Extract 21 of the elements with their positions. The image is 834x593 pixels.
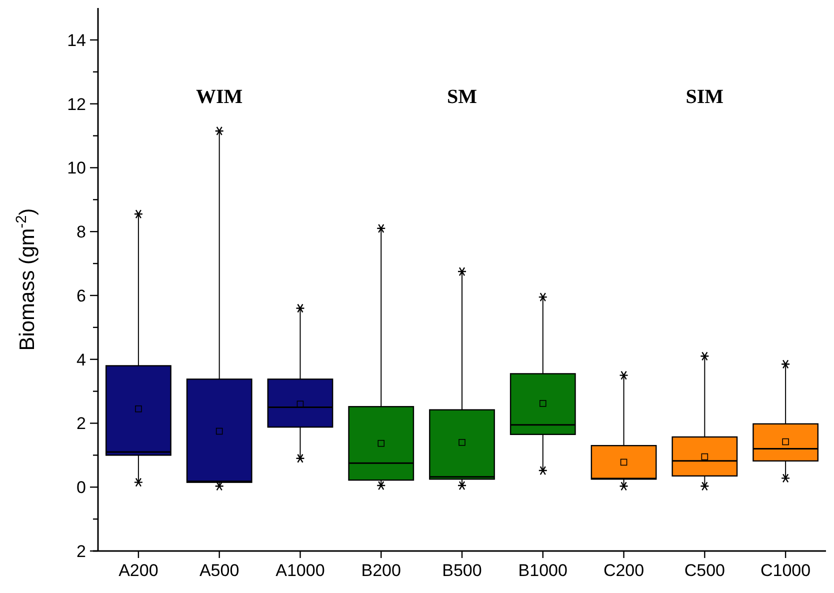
y-tick-label: 0: [76, 478, 86, 498]
x-tick-label: B200: [361, 561, 401, 580]
y-tick-label: 14: [67, 30, 86, 50]
x-tick-label: C200: [603, 561, 644, 580]
x-tick-label: A200: [118, 561, 158, 580]
y-tick-label: 4: [76, 350, 86, 370]
x-tick-label: A1000: [276, 561, 325, 580]
annotation: SM: [447, 86, 478, 108]
y-tick-label: 2: [76, 414, 86, 434]
x-tick-label: C1000: [760, 561, 811, 580]
y-tick-label: 12: [67, 94, 86, 114]
x-tick-label: A500: [199, 561, 240, 580]
y-tick-label: 2: [76, 542, 86, 561]
annotation: WIM: [196, 86, 243, 108]
y-tick-label: 6: [76, 286, 86, 306]
x-tick-label: C500: [684, 561, 725, 580]
y-tick-label: 8: [76, 222, 86, 242]
annotation: SIM: [686, 86, 724, 108]
x-tick-label: B1000: [518, 561, 568, 580]
x-tick-label: B500: [442, 561, 482, 580]
y-tick-label: 10: [67, 158, 86, 178]
